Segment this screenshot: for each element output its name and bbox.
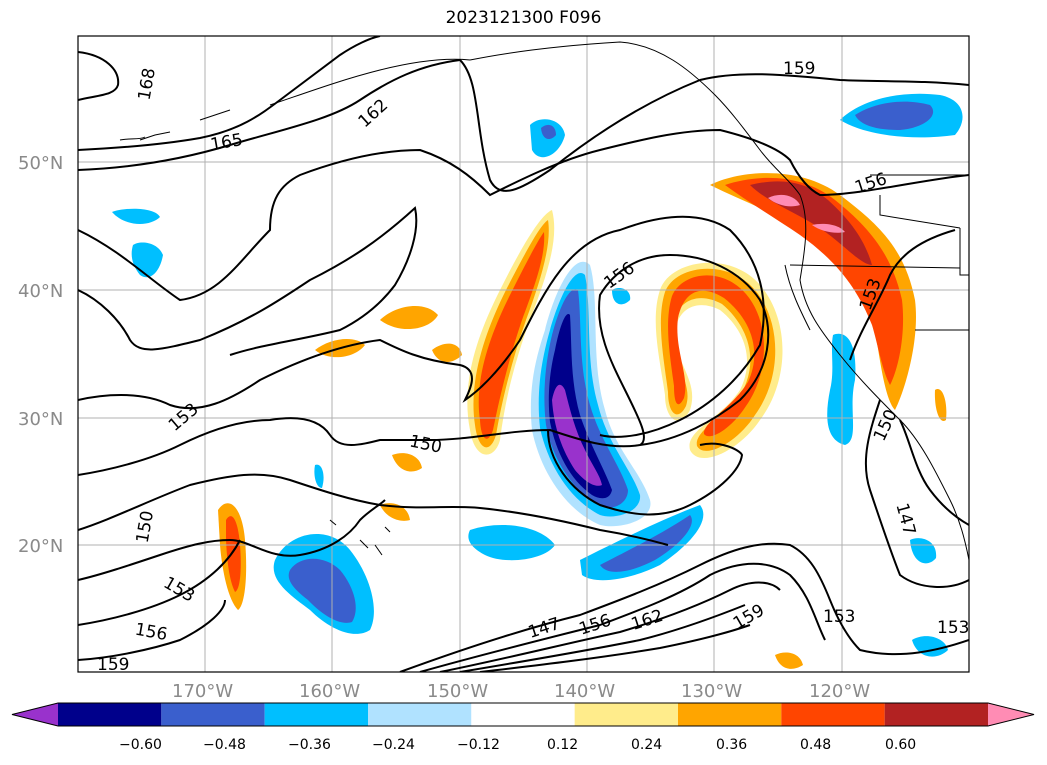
lon-label: 130°W <box>681 681 742 700</box>
contours <box>78 36 969 672</box>
colorbar-segment <box>58 703 162 726</box>
map-title: 2023121300 F096 <box>445 8 602 28</box>
shaded-fields <box>112 93 963 669</box>
coastlines <box>119 41 969 561</box>
lat-label: 50°N <box>18 153 63 174</box>
lon-label: 120°W <box>809 681 870 700</box>
cold-patch-west-blue <box>288 558 356 623</box>
contour-label: 147 <box>526 614 563 643</box>
contour-168 <box>78 51 120 101</box>
graticule <box>78 36 969 672</box>
colorbar-tick: 0.12 <box>547 737 579 753</box>
colorbar-tick: 0.60 <box>885 737 917 753</box>
contour-bundle-5 <box>479 624 751 672</box>
cold-patch-small-blue <box>541 101 934 140</box>
colorbar-segment <box>12 703 58 726</box>
contour-east-2 <box>899 419 969 526</box>
contour-156-north <box>78 206 418 356</box>
colorbar-segment <box>678 703 782 726</box>
contour-label: 153 <box>937 618 969 638</box>
contour-162 <box>78 58 969 192</box>
contour-label: 159 <box>97 655 129 675</box>
warm-patch-west-red <box>226 516 241 592</box>
cold-patch-south-blue <box>600 515 692 572</box>
map-frame <box>77 35 970 673</box>
contour-label: 159 <box>783 59 815 79</box>
colorbar-segment <box>781 703 885 726</box>
colorbar-tick: 0.24 <box>631 737 663 753</box>
lat-label: 30°N <box>18 409 63 430</box>
colorbar-outline <box>11 702 1035 727</box>
contour-bundle-2 <box>419 562 826 672</box>
contour-label: 168 <box>135 66 160 101</box>
colorbar-segment <box>264 703 368 726</box>
colorbar-tick: −0.24 <box>372 737 415 753</box>
contour-147-loop <box>547 429 744 516</box>
contour-150 <box>429 253 770 448</box>
lon-label: 150°W <box>427 681 488 700</box>
colorbar-tick: 0.48 <box>800 737 832 753</box>
contour-165 <box>78 36 381 151</box>
lon-label: 140°W <box>554 681 615 700</box>
contour-159 <box>78 128 969 302</box>
colorbar-segment <box>161 703 265 726</box>
contour-156-south <box>78 417 430 476</box>
colorbar-segment <box>368 703 472 726</box>
lat-label: 40°N <box>18 281 63 302</box>
colorbar-segment <box>884 703 988 726</box>
colorbar-tick: −0.12 <box>457 737 500 753</box>
coast-warm-pink <box>768 194 845 233</box>
warm-ring-red <box>668 275 764 437</box>
colorbar-tick: −0.60 <box>119 737 162 753</box>
colorbar-segment <box>574 703 678 726</box>
contour-label: 165 <box>209 130 244 155</box>
warm-patch-mid <box>315 305 462 521</box>
lon-label: 170°W <box>172 681 233 700</box>
contour-label: 147 <box>891 501 919 538</box>
forecast-map: 168 165 162 159 156 153 150 147 156 153 … <box>18 35 970 700</box>
contour-label: 150 <box>408 431 444 457</box>
colorbar-tick: −0.48 <box>203 737 246 753</box>
colorbar-segment <box>471 703 575 726</box>
coast-warm-red <box>725 177 904 385</box>
colorbar-segment <box>988 703 1034 726</box>
contour-label: 150 <box>870 406 902 444</box>
contour-162-sw <box>78 599 226 661</box>
colorbar-tick: 0.36 <box>716 737 748 753</box>
lon-label: 160°W <box>299 681 360 700</box>
contour-label: 162 <box>629 606 666 635</box>
cold-trough-navy <box>548 314 612 499</box>
contour-bundle-3 <box>439 581 781 672</box>
contour-150-east <box>849 229 969 588</box>
contour-label: 156 <box>852 169 889 198</box>
warm-patch-far-east <box>775 389 947 669</box>
contour-156-sw <box>78 499 386 581</box>
contour-bundle-1 <box>399 542 969 672</box>
warm-band-west-red <box>478 232 545 439</box>
contour-label: 156 <box>133 620 168 645</box>
contour-153 <box>78 215 765 438</box>
cold-trough-violet <box>552 384 602 486</box>
colorbar-tick: −0.36 <box>288 737 331 753</box>
contour-159-sw <box>78 539 241 626</box>
contour-label: 153 <box>823 607 855 627</box>
contour-bundle-4 <box>459 604 746 672</box>
lat-label: 20°N <box>18 536 63 557</box>
contour-label: 150 <box>133 509 158 544</box>
